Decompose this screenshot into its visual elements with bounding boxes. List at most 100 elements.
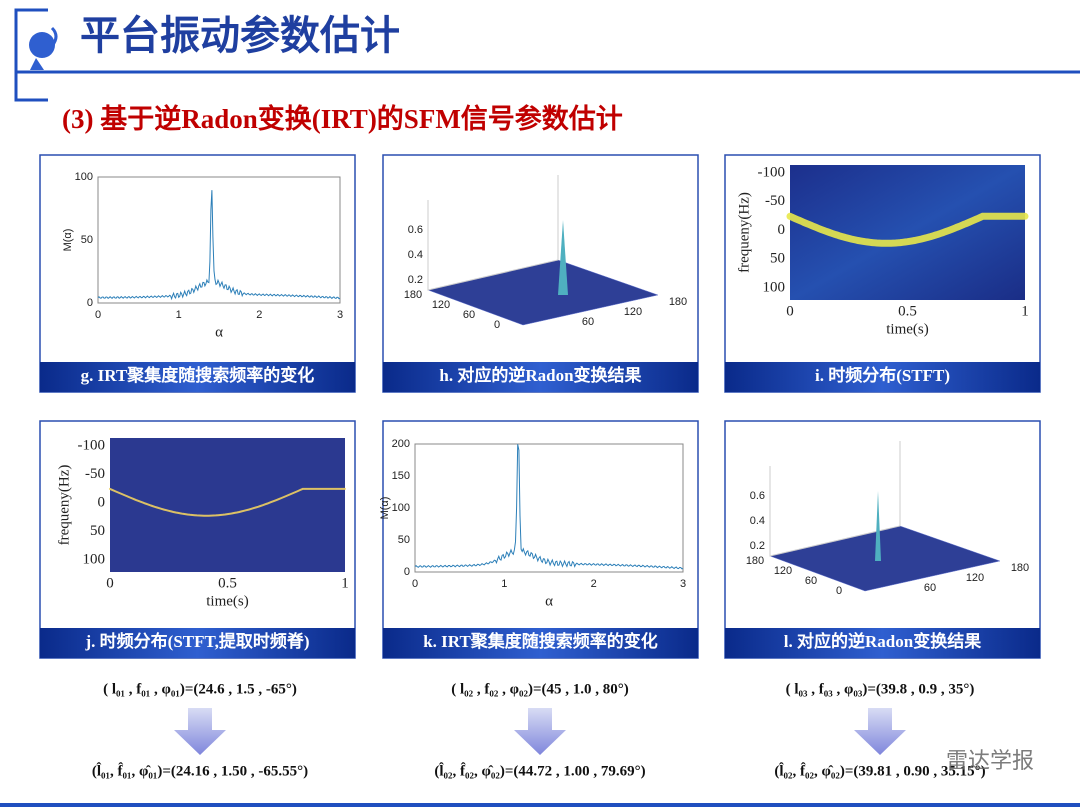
y-tick-label: -100 (78, 437, 106, 453)
y-axis-label: M(α) (62, 229, 74, 252)
y-tick-label: 150 (392, 470, 410, 482)
x-tick-label: 2 (256, 309, 262, 321)
y-tick-label: 100 (763, 279, 786, 295)
y-tick-label: 100 (75, 171, 93, 183)
caption-bar (383, 628, 698, 658)
right-tick-label: 120 (966, 572, 984, 584)
x-tick-label: 2 (591, 578, 597, 590)
title: 平台振动参数估计 (80, 13, 400, 59)
logo (29, 26, 58, 70)
x-tick-label: 3 (337, 309, 343, 321)
y-tick-label: 200 (392, 438, 410, 450)
right-tick-label: 60 (582, 316, 594, 328)
right-tick-label: 120 (624, 306, 642, 318)
y-axis-label: frequeny(Hz) (736, 192, 752, 273)
y-tick-label: 0 (98, 494, 106, 510)
panel: j. 时频分布(STFT,提取时频脊) 0 0.5 1 -100 -50 0 50 100 tim… (39, 420, 356, 659)
tf-image (110, 438, 345, 572)
right-tick-label: 180 (669, 296, 687, 308)
caption: g. IRT聚集度随搜索频率的变化 (81, 365, 315, 385)
back-walls (427, 175, 559, 291)
left-tick-label: 180 (404, 289, 422, 301)
left-tick-label: 120 (774, 565, 792, 577)
down-arrow (174, 708, 226, 755)
y-tick-label: 100 (83, 551, 106, 567)
z-tick-label: 0.4 (408, 249, 423, 261)
z-tick-label: 0.2 (750, 540, 765, 552)
panel: h. 对应的逆Radon变换结果 0.2 0.4 0.6 180 120 60 0 60 120 1… (382, 154, 699, 393)
x-tick-label: 0 (106, 575, 114, 591)
x-tick-label: 3 (680, 578, 686, 590)
back-walls (769, 441, 901, 557)
down-arrow (854, 708, 906, 755)
y-tick-label: -100 (758, 164, 786, 180)
y-tick-label: -50 (765, 193, 785, 209)
x-axis-label: α (545, 593, 553, 609)
x-tick-label: 0.5 (898, 303, 917, 319)
header-bracket (14, 8, 48, 102)
y-tick-label: 50 (81, 234, 93, 246)
caption-bar (383, 362, 698, 392)
true-params: ( l₀₃ , f₀₃ , φ₀₃)=(39.8 , 0.9 , 35°) (786, 681, 975, 697)
down-arrow (514, 708, 566, 755)
panel: g. IRT聚集度随搜索频率的变化 0 1 2 3 0 50 100 α M(α) (39, 154, 356, 393)
right-tick-label: 60 (924, 582, 936, 594)
x-tick-label: 0 (412, 578, 418, 590)
y-tick-label: 50 (770, 251, 785, 267)
caption-bar (725, 628, 1040, 658)
caption-bar (40, 362, 355, 392)
x-tick-label: 1 (341, 575, 349, 591)
curve (414, 444, 684, 570)
estimated-params: (l̂₀₁, f̂₀₁, φ̂₀₁)=(24.16 , 1.50 , -65.5… (92, 761, 308, 779)
z-tick-label: 0.4 (750, 515, 765, 527)
x-tick-label: 1 (176, 309, 182, 321)
x-tick-label: 1 (1021, 303, 1029, 319)
caption: j. 时频分布(STFT,提取时频脊) (85, 631, 310, 651)
caption-bar (40, 628, 355, 658)
y-tick-label: 50 (90, 523, 105, 539)
y-axis-label: M(α) (379, 497, 391, 520)
y-tick-label: 50 (398, 534, 410, 546)
left-tick-label: 60 (805, 575, 817, 587)
true-params: ( l₀₁ , f₀₁ , φ₀₁)=(24.6 , 1.5 , -65°) (103, 681, 297, 697)
left-tick-label: 0 (836, 585, 842, 597)
x-tick-label: 0 (786, 303, 794, 319)
spike (875, 491, 881, 561)
left-tick-label: 120 (432, 299, 450, 311)
spike (558, 220, 568, 295)
left-tick-label: 0 (494, 319, 500, 331)
x-tick-label: 0 (95, 309, 101, 321)
z-tick-label: 0.6 (408, 224, 423, 236)
x-tick-label: 0.5 (218, 575, 237, 591)
estimated-params: (l̂₀₂, f̂₀₂, φ̂₀₂)=(44.72 , 1.00 , 79.69… (434, 761, 645, 779)
right-tick-label: 180 (1011, 562, 1029, 574)
panel: i. 时频分布(STFT) 0 0.5 1 -100 -50 0 50 100 time(s) fr… (724, 154, 1041, 393)
y-tick-label: 100 (392, 502, 410, 514)
ridge (786, 212, 1029, 247)
left-tick-label: 180 (746, 555, 764, 567)
y-axis-label: frequeny(Hz) (56, 465, 72, 546)
x-axis-label: time(s) (886, 321, 929, 337)
z-tick-label: 0.6 (750, 490, 765, 502)
panel: k. IRT聚集度随搜索频率的变化 0 1 2 3 0 50 100 150 200 α M(α) (379, 420, 699, 659)
estimated-params: (l̂₀₂, f̂₀₂, φ̂₀₂)=(39.81 , 0.90 , 35.15… (774, 761, 985, 779)
left-tick-label: 60 (463, 309, 475, 321)
panel: l. 对应的逆Radon变换结果 0.2 0.4 0.6 180 120 60 0 60 120 1… (724, 420, 1041, 659)
y-tick-label: 0 (87, 297, 93, 309)
caption-bar (725, 362, 1040, 392)
z-tick-label: 0.2 (408, 274, 423, 286)
caption: i. 时频分布(STFT) (815, 365, 950, 385)
watermark: 雷达学报 (946, 749, 1034, 774)
caption: h. 对应的逆Radon变换结果 (439, 365, 641, 385)
subtitle: (3) 基于逆Radon变换(IRT)的SFM信号参数估计 (62, 103, 623, 134)
axes (414, 443, 684, 573)
x-tick-label: 1 (501, 578, 507, 590)
caption: k. IRT聚集度随搜索频率的变化 (423, 631, 658, 651)
true-params: ( l₀₂ , f₀₂ , φ₀₂)=(45 , 1.0 , 80°) (451, 681, 629, 697)
y-tick-label: -50 (85, 466, 105, 482)
ridge (109, 487, 346, 517)
y-tick-label: 0 (778, 222, 786, 238)
x-axis-label: α (215, 324, 223, 340)
curve (97, 190, 341, 301)
